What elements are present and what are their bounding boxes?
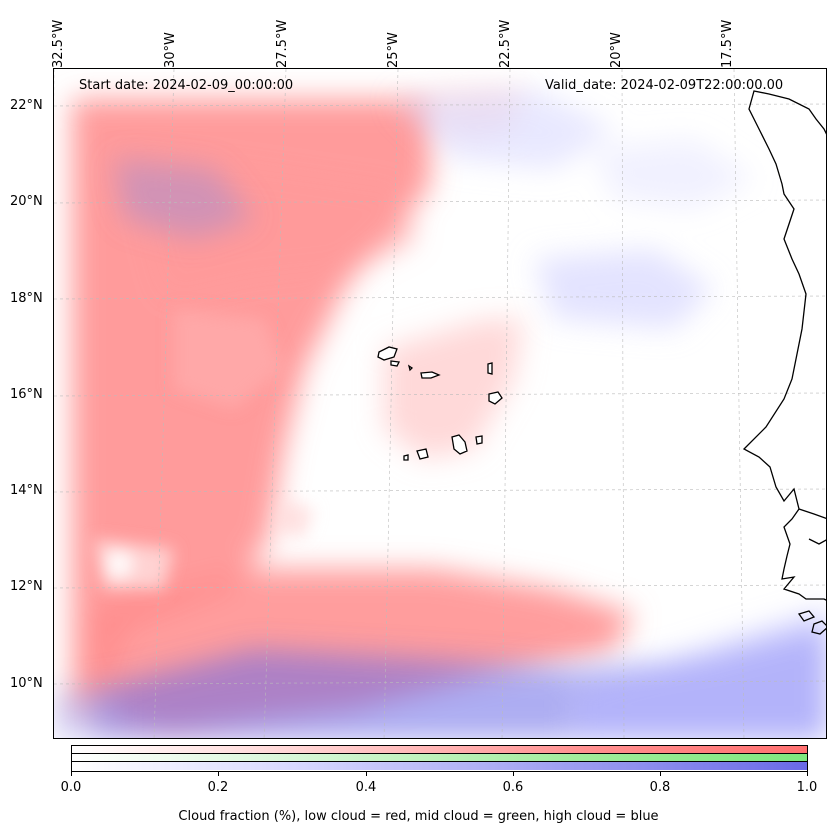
lat-label-12n: 12°N (10, 579, 43, 594)
lon-label-20w: 20°W (609, 32, 624, 68)
lat-label-16n: 16°N (10, 387, 43, 402)
lon-label-32-5w: 32.5°W (51, 19, 66, 68)
colorbar-tick (366, 772, 367, 776)
colorbar-ticklabel: 0.8 (649, 780, 671, 795)
lon-label-25w: 25°W (386, 32, 401, 68)
lat-label-18n: 18°N (10, 291, 43, 306)
colorbar-ticklabel: 0.6 (502, 780, 524, 795)
colorbar-ticklabel: 0.4 (355, 780, 377, 795)
colorbar-mid-cloud (72, 754, 807, 762)
island-santo-antao (377, 346, 398, 361)
island-santiago (451, 434, 468, 455)
lat-label-14n: 14°N (10, 483, 43, 498)
colorbar-ticklabel: 0.2 (207, 780, 229, 795)
island-brava (403, 454, 409, 461)
colorbar-tick (660, 772, 661, 776)
map-panel (53, 68, 827, 739)
cloud-fraction-map (54, 69, 826, 738)
colorbar-tick (71, 772, 72, 776)
lon-label-17-5w: 17.5°W (720, 19, 735, 68)
start-date-label: Start date: 2024-02-09_00:00:00 (79, 78, 294, 93)
colorbar (71, 745, 808, 772)
high-cloud-layer (54, 89, 826, 738)
cape-verde-islands (377, 346, 503, 461)
african-coastline (742, 90, 826, 635)
low-cloud-variation (94, 309, 314, 589)
colorbar-tick (218, 772, 219, 776)
lon-label-22-5w: 22.5°W (498, 19, 513, 68)
colorbar-low-cloud (72, 746, 807, 754)
island-fogo (416, 448, 429, 460)
island-sal (487, 362, 493, 375)
island-boa-vista (488, 391, 503, 405)
island-sao-vicente (390, 360, 400, 367)
lat-label-22n: 22°N (10, 98, 43, 113)
island-sao-nicolau (420, 371, 441, 379)
island-santa-luzia (407, 364, 414, 372)
lon-label-27-5w: 27.5°W (275, 19, 290, 68)
colorbar-high-cloud (72, 762, 807, 770)
colorbar-tick (807, 772, 808, 776)
island-maio (475, 435, 483, 445)
lon-label-30w: 30°W (163, 32, 178, 68)
lat-label-20n: 20°N (10, 194, 43, 209)
colorbar-caption: Cloud fraction (%), low cloud = red, mid… (178, 809, 659, 824)
gridlines (54, 69, 826, 738)
valid-date-label: Valid_date: 2024-02-09T22:00:00.00 (545, 78, 784, 93)
lat-label-10n: 10°N (10, 676, 43, 691)
colorbar-tick (513, 772, 514, 776)
colorbar-ticklabel: 0.0 (60, 780, 82, 795)
colorbar-ticklabel: 1.0 (796, 780, 818, 795)
